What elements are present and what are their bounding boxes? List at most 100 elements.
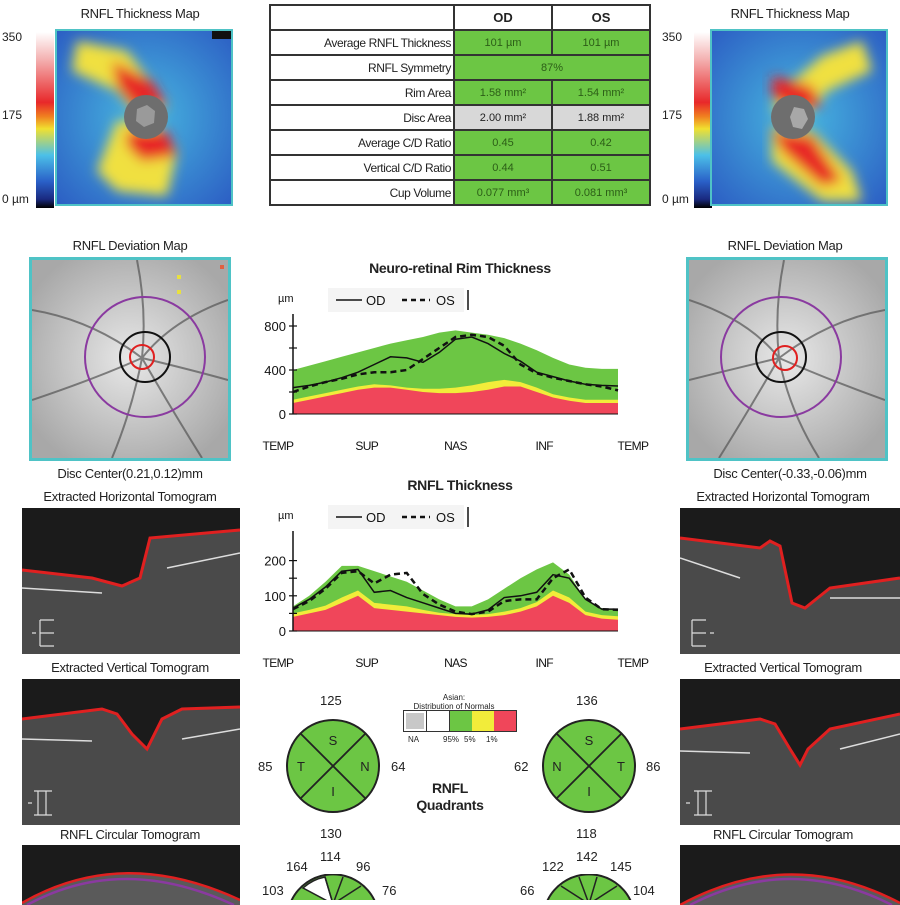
od-quadrant-chart: S I T N	[286, 719, 380, 813]
table-row: Vertical C/D Ratio 0.44 0.51	[269, 154, 651, 181]
od-quadrant-superior-value: 125	[320, 693, 342, 708]
od-quadrant-inferior-value: 130	[320, 826, 342, 841]
x-tick-label: SUP	[355, 656, 378, 670]
os-horizontal-bscan	[680, 536, 900, 654]
od-clock-value-1: 96	[356, 859, 371, 874]
legend-od-label: OD	[366, 510, 386, 525]
x-tick-label: TEMP	[263, 439, 295, 453]
scan-direction-icon	[686, 790, 712, 816]
od-scale-min: 0 µm	[2, 192, 29, 206]
series-line-os	[292, 567, 619, 616]
legend-swatch-na	[404, 711, 427, 731]
os-thickness-map-title: RNFL Thickness Map	[730, 6, 850, 21]
os-quadrant-superior-value: 136	[576, 693, 598, 708]
x-tick-label: INF	[535, 439, 553, 453]
x-tick-label: TEMP	[618, 439, 650, 453]
normals-legend-swatches	[403, 710, 517, 732]
os-disc-center: Disc Center(-0.33,-0.06)mm	[713, 466, 867, 481]
os-clock-value-12: 142	[576, 849, 598, 864]
row-label: RNFL Symmetry	[269, 54, 455, 81]
rim-thickness-chart: 0 400 800 µm OD OS TEMP SUP NAS INF TEMP	[263, 288, 650, 453]
y-tick-label: 0	[279, 407, 286, 422]
table-row: RNFL Symmetry 87%	[269, 54, 651, 81]
rim-chart-title: Neuro-retinal Rim Thickness	[369, 260, 551, 276]
y-tick-label: 400	[264, 363, 286, 378]
row-label: Average RNFL Thickness	[269, 29, 455, 56]
os-circular-bscan	[680, 873, 900, 905]
x-tick-label: SUP	[355, 439, 378, 453]
row-label: Vertical C/D Ratio	[269, 154, 455, 181]
normals-legend-title: Asian: Distribution of Normals	[384, 693, 524, 711]
rnfl-chart-title: RNFL Thickness	[407, 477, 513, 493]
os-vertical-bscan	[680, 712, 900, 825]
od-fundus-image	[32, 260, 228, 458]
od-quadrant-temporal-value: 85	[258, 759, 273, 774]
od-quadrant-nasal-value: 64	[391, 759, 406, 774]
od-clock-hour-chart	[290, 874, 376, 900]
y-tick-label: 200	[264, 554, 286, 569]
legend-label-na: NA	[408, 735, 420, 744]
row-label: Cup Volume	[269, 179, 455, 206]
x-tick-label: NAS	[444, 656, 467, 670]
row-label: Average C/D Ratio	[269, 129, 455, 156]
od-disc-margin	[119, 331, 171, 383]
os-clock-value-11: 145	[610, 859, 632, 874]
y-tick-label: 800	[264, 319, 286, 334]
quadrants-title-line1: RNFL	[431, 780, 469, 796]
od-deviation-map-title: RNFL Deviation Map	[72, 238, 188, 253]
os-quadrant-i-label: I	[587, 784, 591, 799]
od-deviation-map	[29, 257, 231, 461]
legend-label-95: 95%	[443, 735, 460, 744]
os-clock-value-2: 122	[542, 859, 564, 874]
os-vertical-tomogram-title: Extracted Vertical Tomogram	[704, 660, 862, 675]
legend-od-label: OD	[366, 293, 386, 308]
table-row: Average RNFL Thickness 101 µm 101 µm	[269, 29, 651, 56]
table-row: Disc Area 2.00 mm² 1.88 mm²	[269, 104, 651, 131]
od-circular-tomogram-title: RNFL Circular Tomogram	[59, 827, 201, 842]
od-thickness-map-title: RNFL Thickness Map	[80, 6, 200, 21]
od-circular-tomogram	[22, 845, 240, 905]
rnfl-thickness-chart: 0 100 200 µm OD OS TEMP SUP NAS INF TEMP	[263, 505, 650, 670]
x-tick-label: TEMP	[618, 656, 650, 670]
os-fundus-image	[689, 260, 885, 458]
row-label: Rim Area	[269, 79, 455, 106]
od-color-scale-bar	[36, 32, 54, 208]
od-horizontal-tomogram-title: Extracted Horizontal Tomogram	[43, 489, 217, 504]
od-quadrant-i-label: I	[331, 784, 335, 799]
os-value: 0.081 mm³	[551, 179, 651, 206]
od-disc-center: Disc Center(0.21,0.12)mm	[57, 466, 203, 481]
band-1pct	[293, 386, 618, 414]
os-clock-hour-chart	[546, 874, 632, 900]
legend-label-1: 1%	[486, 735, 498, 744]
od-vertical-tomogram	[22, 679, 240, 825]
os-deviation-map	[686, 257, 888, 461]
os-quadrant-nasal-value: 62	[514, 759, 529, 774]
od-cup-margin	[129, 344, 155, 370]
legend-swatch-yellow	[472, 711, 494, 731]
y-tick-label: 100	[264, 589, 286, 604]
legend-swatch-red	[494, 711, 516, 731]
od-scan-circle	[84, 296, 206, 418]
os-vertical-tomogram	[680, 679, 900, 825]
legend-swatch-green	[450, 711, 472, 731]
legend-os-label: OS	[436, 510, 455, 525]
od-horizontal-bscan	[22, 528, 240, 654]
od-value: 1.58 mm²	[453, 79, 553, 106]
os-value: 1.54 mm²	[551, 79, 651, 106]
legend-swatch-white	[427, 711, 450, 731]
os-quadrant-s-label: S	[585, 733, 594, 748]
table-row: Average C/D Ratio 0.45 0.42	[269, 129, 651, 156]
od-clock-value-2: 76	[382, 883, 397, 898]
table-header-blank	[269, 4, 455, 31]
scan-direction-icon	[32, 619, 54, 647]
od-thickness-heatmap	[57, 31, 231, 204]
od-value: 0.44	[453, 154, 553, 181]
od-horizontal-tomogram	[22, 508, 240, 654]
os-scale-min: 0 µm	[662, 192, 689, 206]
od-clock-value-12: 114	[320, 849, 341, 864]
legend-os-label: OS	[436, 293, 455, 308]
os-value: 101 µm	[551, 29, 651, 56]
os-quadrant-n-label: N	[552, 759, 561, 774]
od-clock-value-9: 103	[262, 883, 284, 898]
os-circular-tomogram	[680, 845, 900, 905]
